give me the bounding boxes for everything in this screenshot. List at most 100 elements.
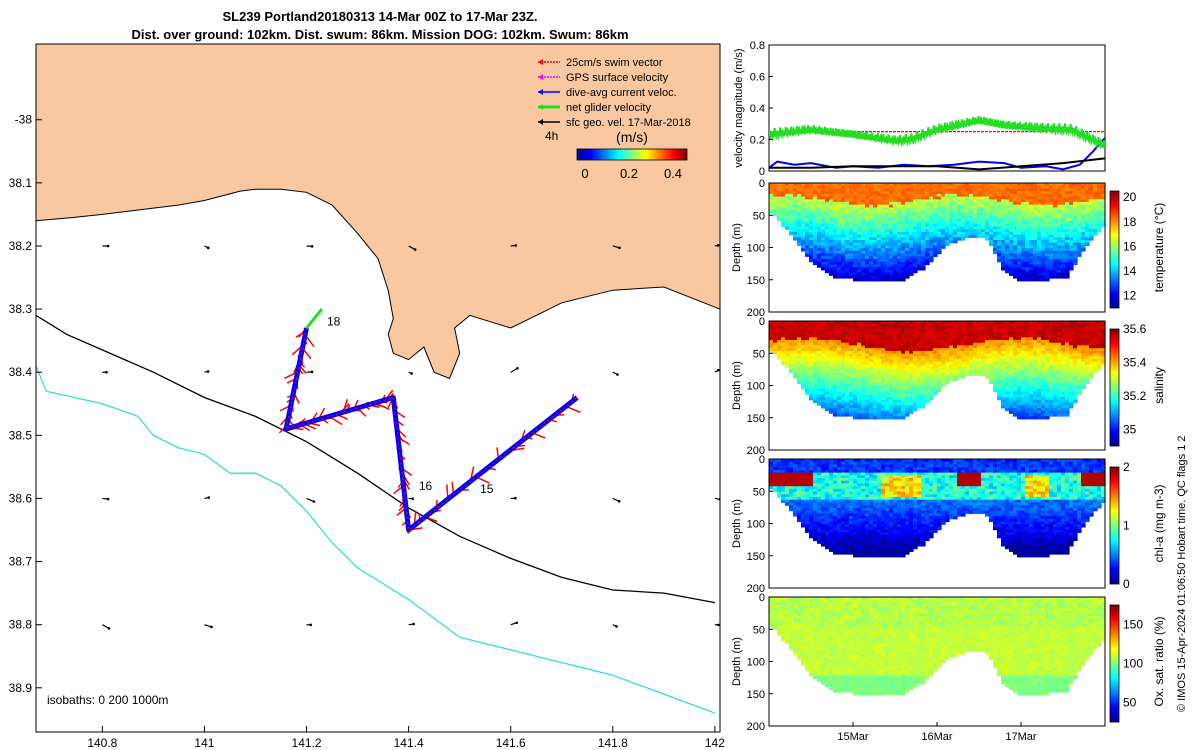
section-cell [889, 199, 894, 203]
section-cell [937, 199, 942, 203]
section-cell [917, 394, 922, 398]
section-cell [881, 275, 886, 279]
section-cell [1073, 210, 1078, 214]
section-cell [1061, 334, 1066, 338]
section-cell [917, 221, 922, 225]
section-cell [877, 215, 882, 219]
section-cell [865, 204, 870, 208]
section-cell [1029, 345, 1034, 349]
section-cell [845, 413, 850, 417]
section-cell [933, 229, 938, 233]
section-cell [1049, 367, 1054, 371]
section-cell [1037, 407, 1042, 412]
section-cell [893, 353, 898, 357]
section-cell [1097, 199, 1102, 203]
section-cell [993, 345, 998, 349]
section-cell [997, 380, 1002, 384]
section-cell [1005, 210, 1010, 214]
section-cell [989, 369, 994, 374]
section-cell [849, 410, 854, 414]
map-y-tick-label: 38.2 [9, 239, 33, 253]
section-cell [1053, 212, 1058, 217]
section-cell [769, 340, 774, 344]
section-cell [837, 229, 842, 233]
section-cell [969, 210, 974, 214]
section-cell [1061, 410, 1066, 414]
section-cell [797, 221, 802, 225]
section-cell [881, 321, 886, 325]
section-cell [921, 188, 926, 192]
section-cell [845, 250, 850, 255]
section-cell [893, 212, 898, 217]
section-cell [993, 337, 998, 341]
section-cell [837, 193, 842, 198]
section-cell [865, 364, 870, 368]
section-cell [913, 399, 918, 404]
section-cell [837, 340, 842, 344]
section-cell [1017, 348, 1022, 352]
section-cell [929, 188, 934, 192]
section-cell [825, 342, 830, 346]
section-cell [853, 231, 858, 236]
section-cell [1017, 278, 1022, 282]
section-cell [969, 229, 974, 233]
section-cell [793, 183, 798, 187]
section-cell [869, 223, 874, 227]
section-cell [969, 359, 974, 363]
section-cell [1017, 215, 1022, 219]
section-cell [877, 210, 882, 214]
section-cell [977, 326, 982, 330]
section-cell [865, 188, 870, 192]
section-cell [945, 215, 950, 219]
section-cell [825, 391, 830, 395]
section-cell [901, 399, 906, 404]
section-cell [937, 185, 942, 189]
section-cell [949, 367, 954, 371]
section-cell [1053, 199, 1058, 203]
section-cell [897, 334, 902, 338]
section-cell [1009, 394, 1014, 398]
section-cell [781, 212, 786, 217]
section-cell [949, 372, 954, 376]
section-cell [925, 183, 930, 187]
section-cell [873, 394, 878, 398]
section-cell [1049, 250, 1054, 255]
section-cell [913, 326, 918, 330]
section-cell [913, 329, 918, 333]
section-cell [837, 231, 842, 236]
section-cell [793, 202, 798, 206]
section-cell [925, 359, 930, 363]
section-cell [1069, 223, 1074, 227]
geo-velocity-series [769, 157, 1105, 171]
section-cell [881, 188, 886, 192]
section-cell [977, 188, 982, 192]
section-cell [981, 215, 986, 219]
section-cell [889, 215, 894, 219]
section-cell [1073, 345, 1078, 349]
section-cell [1069, 256, 1074, 260]
section-cell [1045, 218, 1050, 222]
section-cell [1057, 259, 1062, 263]
section-cell [825, 334, 830, 338]
section-cell [901, 340, 906, 344]
section-cell [1025, 416, 1030, 420]
section-cell [917, 183, 922, 187]
section-cell [953, 369, 958, 374]
section-cell [905, 383, 910, 387]
section-cell [1021, 196, 1026, 200]
section-cell [885, 250, 890, 255]
section-cell [969, 353, 974, 357]
section-cell [801, 237, 806, 241]
section-cell [1049, 253, 1054, 257]
section-cell [1017, 331, 1022, 336]
section-cell [933, 383, 938, 387]
section-cell [1025, 359, 1030, 363]
section-cell [829, 340, 834, 344]
section-cell [1009, 350, 1014, 355]
section-cell [937, 356, 942, 360]
section-cell [1053, 329, 1058, 333]
section-cell [841, 337, 846, 341]
section-cell [993, 342, 998, 346]
section-cell [925, 372, 930, 376]
section-cell [1029, 188, 1034, 192]
